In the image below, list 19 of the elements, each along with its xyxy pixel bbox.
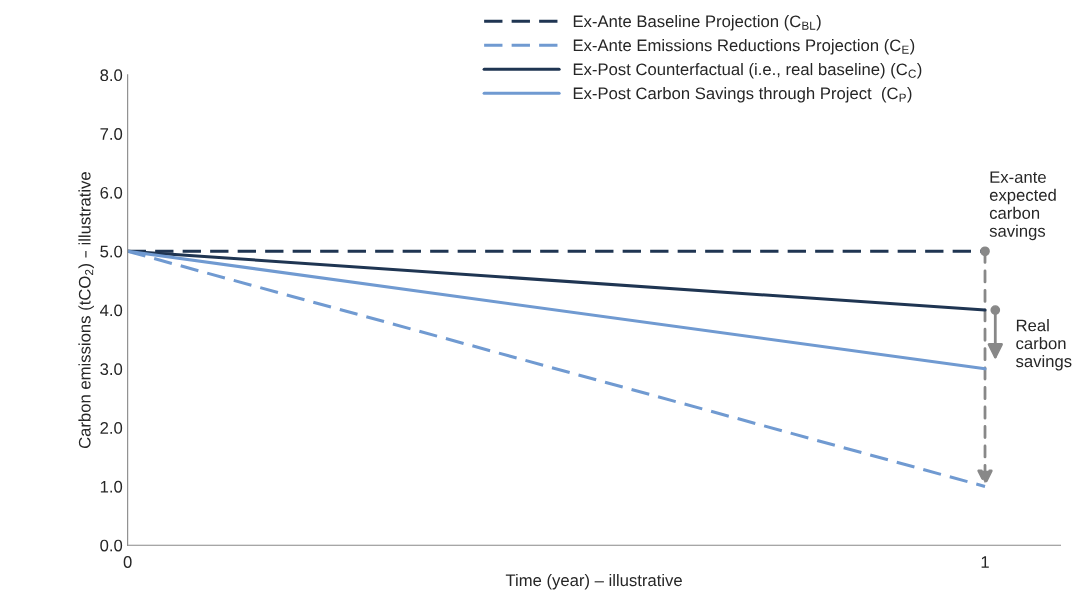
y-tick-label: 6.0 [100,186,123,199]
annotation: Ex-ante expected carbon savings [989,171,1056,241]
legend-label: Ex-Ante Emissions Reductions Projection (C$_{E}$) [573,39,915,55]
legend-label: Ex-Post Counterfactual (i.e., real baseline) (C$_{C}$) [573,63,922,79]
y-tick-label: 8.0 [100,69,123,82]
annotation: Real carbon savings [1016,319,1072,371]
y-tick-label: 3.0 [100,363,123,376]
legend-label: Ex-Ante Baseline Projection (C$_{BL}$) [573,15,821,31]
legend-label: Ex-Post Carbon Savings through Project (C$_{P}$) [573,87,912,103]
y-tick-label: 2.0 [100,422,123,434]
y-tick-label: 7.0 [100,128,123,140]
x-tick-label: 0 [123,556,132,568]
y-tick-label: 1.0 [100,480,123,493]
y-tick-label: 0.0 [100,539,123,552]
x-axis-title: Time (year) – illustrative [505,573,682,590]
y-tick-label: 5.0 [100,245,123,258]
y-axis-title: Carbon emissions (tCO$_{2}$) – illustrative [78,172,94,449]
x-tick-label: 1 [981,556,989,568]
y-tick-label: 4.0 [100,304,123,317]
